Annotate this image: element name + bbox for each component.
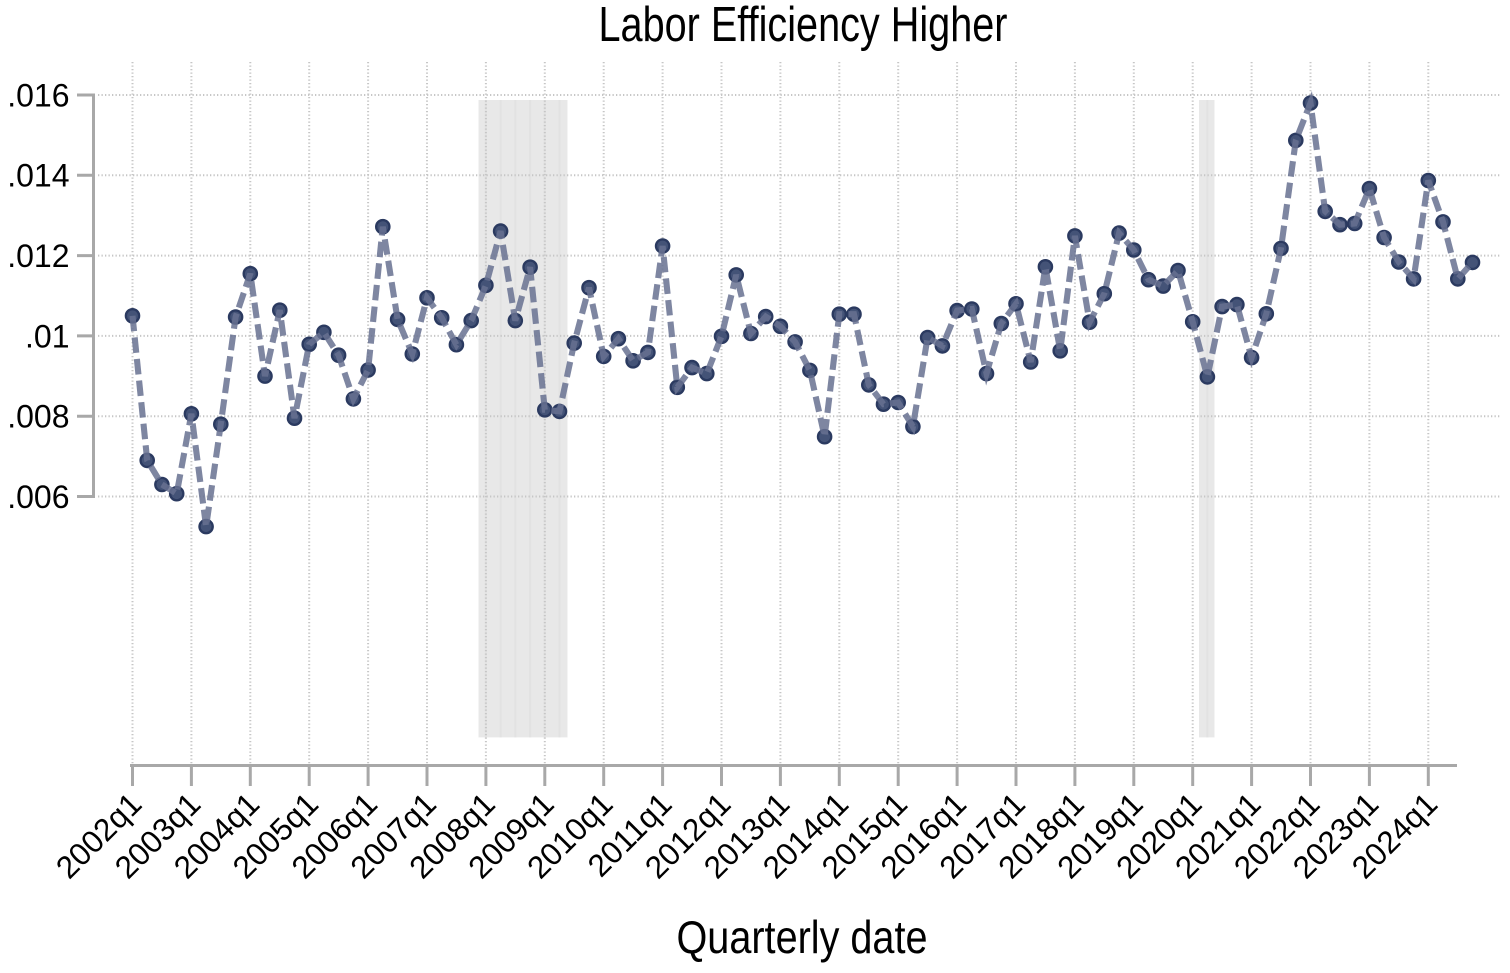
svg-text:.01: .01 <box>25 318 69 354</box>
svg-text:Quarterly date: Quarterly date <box>677 911 928 963</box>
svg-text:Labor Efficiency Higher: Labor Efficiency Higher <box>599 0 1008 52</box>
svg-text:.012: .012 <box>7 238 69 274</box>
svg-text:.008: .008 <box>7 399 69 435</box>
svg-text:.006: .006 <box>7 479 69 515</box>
svg-text:.016: .016 <box>7 77 69 113</box>
svg-text:.014: .014 <box>7 158 69 194</box>
